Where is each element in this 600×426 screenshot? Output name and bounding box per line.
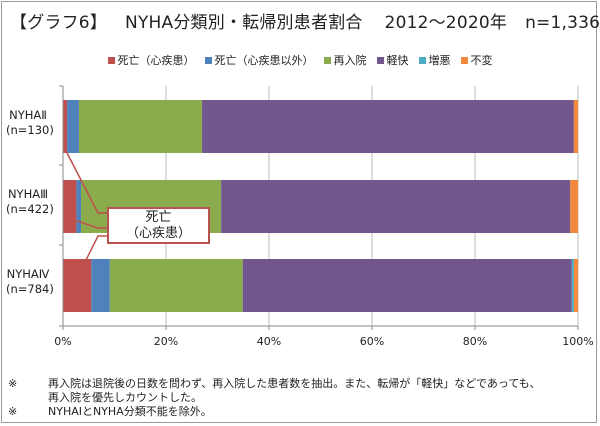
callout-line1: 死亡 [145, 210, 172, 225]
note-2-mark: ※ [8, 405, 18, 418]
note-2-text: NYHAⅠとNYHA分類不能を除外。 [48, 405, 212, 418]
row-label-nyha4: NYHAⅣ (n=784) [6, 267, 54, 297]
bar-segment [573, 100, 578, 153]
note-1-line1: 再入院は退院後の日数を問わず、再入院した患者数を抽出。また、転帰が「軽快」などで… [48, 377, 541, 390]
legend-item: 死亡（心疾患） [107, 52, 195, 68]
callout-leader-line [63, 146, 107, 214]
row-label-line2: (n=422) [6, 202, 54, 216]
x-tick-label: 80% [463, 335, 487, 348]
legend-label: 死亡（心疾患以外） [214, 54, 314, 67]
legend: 死亡（心疾患） 死亡（心疾患以外） 再入院 軽快 増悪 不変 [0, 52, 600, 68]
bar-segment [242, 259, 572, 312]
legend-swatch [107, 57, 115, 64]
legend-label: 再入院 [333, 54, 367, 67]
legend-item: 不変 [460, 52, 493, 68]
note-1-line2: 再入院を優先しカウントした。 [48, 391, 202, 404]
title-tag: 【グラフ6】 [10, 13, 108, 33]
row-label-line1: NYHAⅣ [6, 267, 50, 281]
title-n: n=1,336 [525, 13, 600, 33]
legend-label: 増悪 [428, 54, 451, 67]
bar-segment [202, 100, 574, 153]
legend-item: 再入院 [323, 52, 367, 68]
title-main: NYHA分類別・転帰別患者割合 [125, 13, 363, 33]
row-label-nyha3: NYHAⅢ (n=422) [6, 187, 54, 217]
legend-swatch [460, 57, 468, 64]
legend-swatch [323, 57, 331, 64]
legend-item: 増悪 [418, 52, 451, 68]
bar-segment [573, 259, 578, 312]
title-period: 2012〜2020年 [384, 13, 508, 33]
callout-line2: （心疾患） [125, 226, 191, 241]
legend-item: 軽快 [376, 52, 409, 68]
x-tick-label: 60% [360, 335, 384, 348]
legend-swatch [376, 57, 384, 64]
legend-label: 不変 [470, 54, 493, 67]
chart-title: 【グラフ6】 NYHA分類別・転帰別患者割合 2012〜2020年 n=1,336 [10, 8, 600, 33]
legend-swatch [204, 57, 212, 64]
bar-segment [91, 259, 110, 312]
row-label-line2: (n=130) [6, 123, 54, 137]
bar-segment [63, 180, 77, 233]
row-label-line2: (n=784) [6, 282, 54, 296]
row-label-line1: NYHAⅢ [7, 187, 49, 201]
bar-segment [63, 259, 92, 312]
x-tick-label: 40% [257, 335, 281, 348]
x-tick-label: 100% [562, 335, 593, 348]
legend-item: 死亡（心疾患以外） [204, 52, 314, 68]
legend-label: 軽快 [386, 54, 409, 67]
bar-segment [109, 259, 243, 312]
bar-segment [571, 259, 574, 312]
row-label-line1: NYHAⅡ [9, 108, 47, 122]
bar-segment [76, 180, 82, 233]
callout-box: 死亡 （心疾患） [107, 207, 210, 244]
legend-swatch [418, 57, 426, 64]
bar-segment [78, 100, 203, 153]
bar-segment [570, 180, 578, 233]
bar-segment [67, 100, 79, 153]
x-tick-label: 0% [54, 335, 71, 348]
bar-segment [63, 100, 68, 153]
callout-leader-line [75, 235, 107, 281]
row-label-nyha2: NYHAⅡ (n=130) [6, 108, 54, 138]
callout-leader-line [73, 219, 107, 229]
bar-segment [221, 180, 571, 233]
legend-label: 死亡（心疾患） [117, 54, 195, 67]
x-tick-label: 20% [154, 335, 178, 348]
note-1-mark: ※ [8, 377, 18, 390]
